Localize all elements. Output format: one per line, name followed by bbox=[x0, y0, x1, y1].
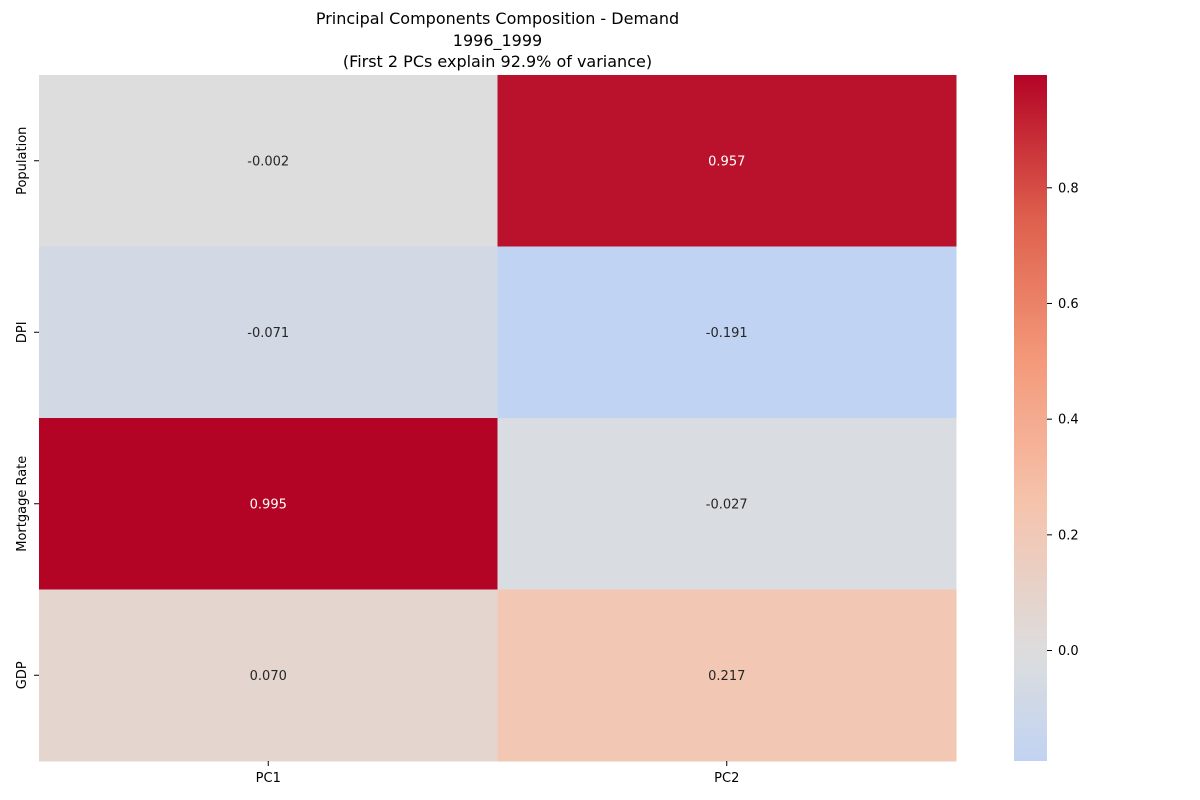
x-tick-label: PC1 bbox=[256, 771, 281, 786]
heatmap-cell bbox=[497, 75, 957, 247]
y-tick-label: Mortgage Rate bbox=[15, 456, 30, 552]
cell-value-label: 0.217 bbox=[708, 669, 745, 684]
y-tick-label: DPI bbox=[15, 321, 30, 343]
heatmap-cell bbox=[39, 246, 498, 419]
colorbar-tick-label: 0.2 bbox=[1058, 528, 1079, 543]
cell-value-label: 0.995 bbox=[250, 497, 287, 512]
cell-value-label: -0.027 bbox=[706, 497, 748, 512]
heatmap-cell bbox=[497, 589, 957, 762]
colorbar-tick-label: 0.4 bbox=[1058, 413, 1079, 428]
heatmap-cell bbox=[497, 418, 957, 590]
cell-value-label: -0.191 bbox=[706, 326, 748, 341]
chart-subtitle-variance: (First 2 PCs explain 92.9% of variance) bbox=[342, 52, 653, 71]
heatmap-cell bbox=[39, 75, 498, 247]
chart-title: Principal Components Composition - Deman… bbox=[315, 9, 680, 28]
cell-value-label: -0.071 bbox=[247, 326, 289, 341]
y-tick-label: GDP bbox=[15, 661, 30, 689]
cell-value-label: -0.002 bbox=[247, 154, 289, 169]
heatmap-cell bbox=[39, 418, 498, 590]
colorbar-tick-label: 0.6 bbox=[1058, 297, 1079, 312]
cell-value-label: 0.070 bbox=[250, 669, 287, 684]
colorbar-tick-label: 0.0 bbox=[1058, 644, 1079, 659]
heatmap-cell bbox=[497, 246, 957, 419]
x-tick-label: PC2 bbox=[714, 771, 739, 786]
heatmap-cell bbox=[39, 589, 498, 762]
colorbar bbox=[1014, 75, 1047, 761]
y-tick-label: Population bbox=[15, 127, 30, 195]
cell-value-label: 0.957 bbox=[708, 154, 745, 169]
colorbar-tick-label: 0.8 bbox=[1058, 181, 1079, 196]
chart-subtitle-period: 1996_1999 bbox=[452, 31, 543, 50]
